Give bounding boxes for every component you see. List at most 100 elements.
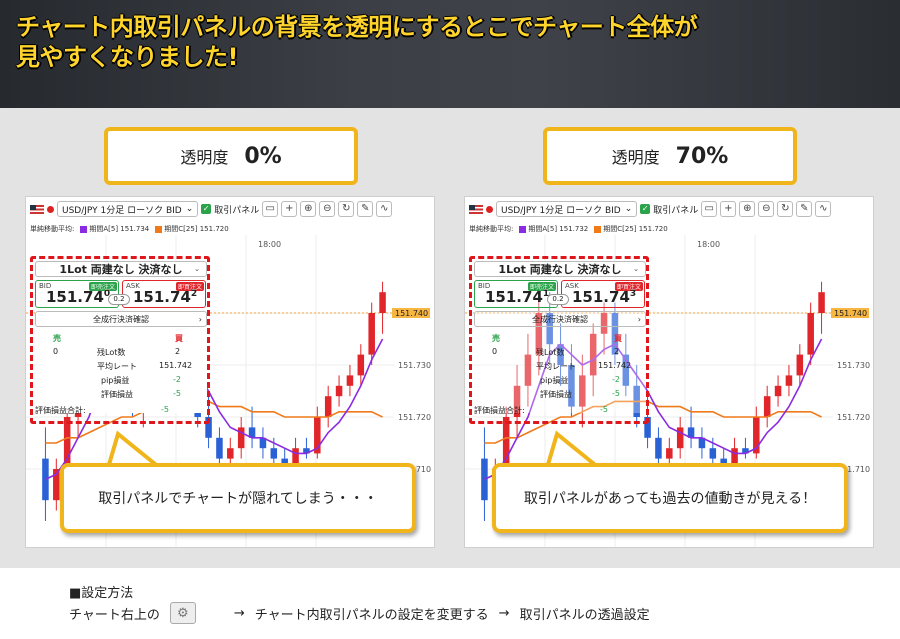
pencil-icon[interactable]: ✎ [796,201,813,217]
buy-order-tag: 即買注文 [175,282,204,291]
chevron-right-icon: › [637,314,641,324]
candle-body [568,365,575,407]
bid-price-pip: 1 [542,289,550,299]
candle-body [687,427,695,438]
candle-body [42,458,49,501]
opacity-label-text: 透明度 [611,148,660,167]
chart-toolbar: USD/JPY 1分足 ローソク BID ⌄ ✓ 取引パネル ▭ + ⊕ ⊖ ↻ … [465,197,873,221]
opacity-label-right: 透明度 70% [543,127,797,185]
callout-text: 取引パネルがあっても過去の値動きが見える！ [523,491,817,507]
pip-pl-value: -2 [612,375,620,384]
checkbox-icon[interactable]: ✓ [201,204,212,214]
callout-text: 取引パネルでチャートが隠れてしまう・・・ [98,491,378,507]
ma-a-label: 期間A[5] 151.732 [528,225,589,233]
refresh-icon[interactable]: ↻ [777,201,794,217]
chart-toolbar: USD/JPY 1分足 ローソク BID ⌄ ✓ 取引パネル ▭ + ⊕ ⊖ ↻ … [26,197,434,221]
total-pl-label: 評価損益合計: [474,406,525,415]
quote-row: BID 即売注文 151.741 ASK 即買注文 151.743 0.2 [474,280,646,308]
refresh-icon[interactable]: ↻ [338,201,355,217]
layout-icon[interactable]: ▭ [262,201,279,217]
trade-panel-toggle-label: 取引パネル [653,205,699,216]
bid-label: BID [39,282,52,290]
eval-pl-label: 評価損益 [540,390,572,399]
symbol-select[interactable]: USD/JPY 1分足 ローソク BID ⌄ [57,201,199,217]
chevron-down-icon: ⌄ [185,204,194,214]
pip-pl-value: -2 [173,375,181,384]
gear-icon[interactable]: ⚙ [169,602,196,624]
checkbox-icon[interactable]: ✓ [640,204,651,214]
sell-order-tag: 即売注文 [88,282,117,291]
sell-header: 売 [492,334,500,343]
sell-lots: 0 [53,347,59,356]
candle-body [600,313,608,334]
crosshair-icon[interactable]: + [281,201,298,217]
lots-label: 残Lot数 [97,348,126,357]
close-all-button[interactable]: 全成行決済確認 › [35,311,207,327]
candle-body [324,396,332,417]
ask-price-main: 151.74 [572,288,630,306]
candle-body [666,448,673,459]
avg-rate-label: 平均レート [536,362,576,371]
buy-header: 買 [175,334,183,343]
avg-rate-label: 平均レート [97,362,137,371]
ma-c-line [45,400,383,444]
chevron-down-icon: ⌄ [194,265,200,273]
layout-icon[interactable]: ▭ [701,201,718,217]
ma-a-legend: 期間A[5] 151.732 [519,224,588,234]
chevron-right-icon: › [198,314,202,324]
lot-select[interactable]: 1Lot 両建なし 決済なし ⌄ [35,261,207,277]
zoom-in-icon[interactable]: ⊕ [300,201,317,217]
eval-pl-value: -5 [612,389,620,398]
symbol-select-label: USD/JPY 1分足 ローソク BID [501,205,621,216]
opacity-value: 0% [244,143,282,169]
pencil-icon[interactable]: ✎ [357,201,374,217]
sell-header: 売 [53,334,61,343]
price-tag: 151.740 [395,309,428,318]
ma-title: 単純移動平均: [469,225,514,233]
ask-button[interactable]: ASK 即買注文 151.742 [122,280,206,308]
candle-body [314,417,321,454]
avg-rate-value: 151.742 [159,361,193,370]
crosshair-icon[interactable]: + [720,201,737,217]
candle-body [292,448,299,469]
lots-label: 残Lot数 [536,348,565,357]
trade-panel: 1Lot 両建なし 決済なし ⌄ BID 即売注文 151.741 ASK 即買注… [474,261,646,415]
candle-body [502,417,510,469]
bid-price: 151.740 [46,288,110,306]
candle-body [216,437,223,459]
candle-body [368,313,375,355]
opacity-label-left: 透明度 0% [104,127,358,185]
zoom-out-icon[interactable]: ⊖ [319,201,336,217]
lot-select[interactable]: 1Lot 両建なし 決済なし ⌄ [474,261,646,277]
position-summary: 売 買 0 残Lot数 2 平均レート 151.742 pip損益 -2 評価損… [474,333,646,415]
us-flag-icon [30,204,44,214]
candle-body [546,313,553,345]
opacity-label-text: 透明度 [180,148,229,167]
opacity-value: 70% [675,143,729,169]
candle-body [237,427,245,449]
step-1: チャート内取引パネルの設定を変更する [254,607,489,623]
close-all-button[interactable]: 全成行決済確認 › [474,311,646,327]
bid-price: 151.741 [485,288,549,306]
indicator-icon[interactable]: ∿ [376,201,393,217]
ask-price: 151.743 [572,288,636,306]
total-pl-label: 評価損益合計: [35,406,86,415]
candle-body [622,354,630,386]
symbol-select[interactable]: USD/JPY 1分足 ローソク BID ⌄ [496,201,638,217]
position-summary: 売 買 0 残Lot数 2 平均レート 151.742 pip損益 -2 評価損… [35,333,207,415]
sell-order-tag: 即売注文 [527,282,556,291]
time-label: 18:00 [258,240,281,249]
indicator-icon[interactable]: ∿ [815,201,832,217]
zoom-in-icon[interactable]: ⊕ [739,201,756,217]
candle-body [205,417,212,438]
symbol-select-label: USD/JPY 1分足 ローソク BID [62,205,182,216]
ma-title: 単純移動平均: [30,225,75,233]
bid-button[interactable]: BID 即売注文 151.740 [35,280,119,308]
candle-body [524,354,532,386]
buy-order-tag: 即買注文 [614,282,643,291]
candle-body [785,375,793,386]
lot-select-label: 1Lot 両建なし 決済なし [498,263,622,276]
trade-panel-toggle-label: 取引パネル [214,205,260,216]
candle-body [774,385,782,397]
zoom-out-icon[interactable]: ⊖ [758,201,775,217]
